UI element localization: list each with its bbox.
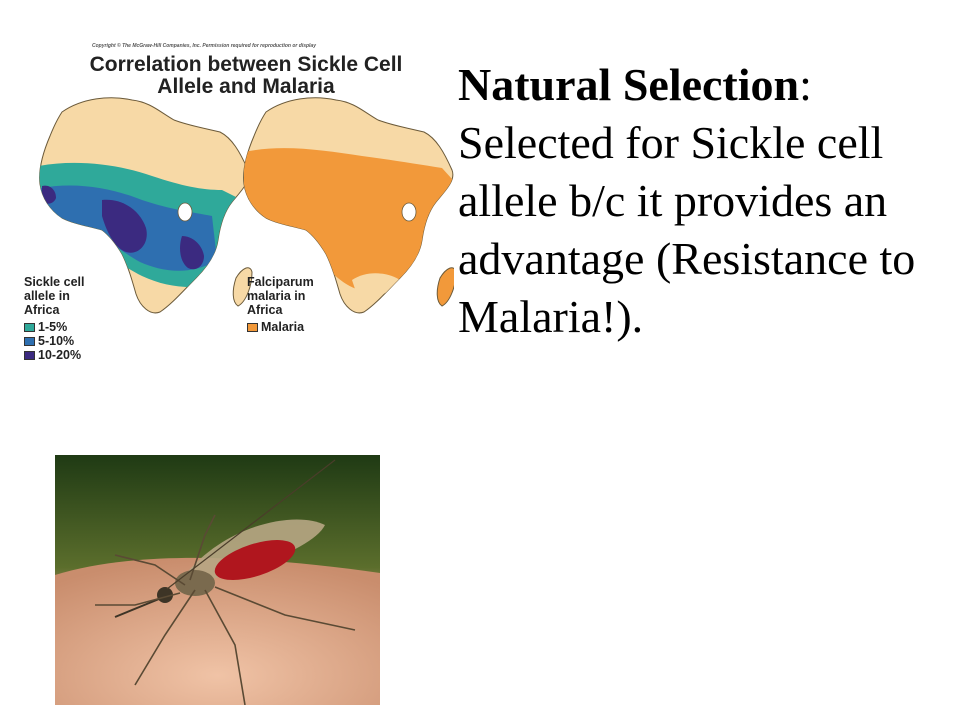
legend-label: 5-10% [38, 334, 75, 348]
body-text: Selected for Sickle cell allele b/c it p… [458, 117, 916, 342]
legend-swatch-5-10 [24, 336, 35, 346]
sickle-cell-map [39, 97, 253, 314]
malaria-legend-heading: Falciparum malaria in Africa [247, 275, 314, 317]
legend-swatch-1-5 [24, 322, 35, 332]
heading-colon: : [799, 59, 812, 110]
sickle-legend-heading: Sickle cell allele in Africa [24, 275, 85, 317]
legend-item: 10-20% [24, 348, 84, 362]
legend-item: 5-10% [24, 334, 84, 348]
legend-item: Malaria [247, 320, 314, 334]
legend-label: Malaria [261, 320, 305, 334]
legend-item: 1-5% [24, 320, 84, 334]
mosquito-photo [55, 455, 380, 705]
heading-natural-selection: Natural Selection [458, 59, 800, 110]
africa-maps [39, 97, 454, 314]
legend-swatch-malaria [247, 322, 258, 332]
sickle-malaria-figure: Copyright © The McGraw-Hill Companies, I… [22, 40, 454, 385]
figure-title: Correlation between Sickle Cell Allele a… [89, 53, 403, 98]
legend-label: 1-5% [38, 320, 68, 334]
copyright-notice: Copyright © The McGraw-Hill Companies, I… [92, 43, 316, 49]
slide-text: Natural Selection: Selected for Sickle c… [458, 56, 938, 346]
malaria-map [243, 97, 454, 314]
malaria-legend: Falciparum malaria in Africa Malaria [247, 275, 314, 334]
legend-label: 10-20% [38, 348, 82, 362]
sickle-cell-legend: Sickle cell allele in Africa 1-5% 5-10% … [24, 275, 84, 362]
legend-swatch-10-20 [24, 350, 35, 360]
mosquito-illustration [55, 455, 380, 705]
